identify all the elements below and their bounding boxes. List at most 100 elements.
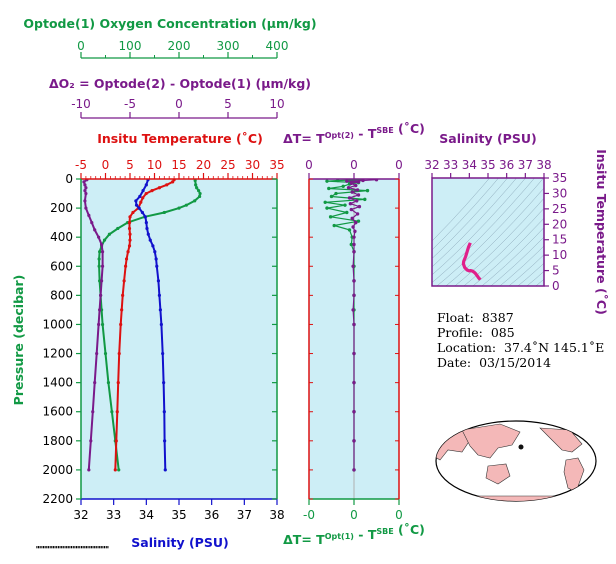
dt-top-tick-label: 0: [395, 158, 403, 172]
oxygen-tick-label: 0: [77, 39, 85, 53]
date-label: Date:: [437, 355, 472, 370]
dt-series-point: [332, 223, 336, 228]
dt-plot-axes: 0 -0 0 0 0 0: [303, 158, 403, 522]
ts-density-contour: [454, 197, 544, 286]
series-point-temperature: [120, 308, 124, 312]
ts-density-contour: [463, 207, 544, 286]
series-point-salinity: [153, 250, 157, 254]
series-point-salinity: [140, 210, 145, 215]
dt-series-point: [348, 202, 353, 206]
series-point-oxygen: [195, 186, 199, 190]
dt-series-point: [352, 293, 356, 298]
salinity-tick-label: 32: [73, 508, 88, 522]
dt-series-point: [325, 179, 329, 183]
ts-density-contour: [517, 262, 544, 286]
dt-series-point: [327, 186, 331, 191]
series-point-delta_o2: [99, 293, 103, 297]
temperature-tick-label: 25: [220, 158, 235, 172]
temperature-axis-title: Insitu Temperature (˚C): [97, 131, 263, 146]
dt-series-point: [351, 225, 355, 229]
dt-series-point: [325, 206, 329, 210]
series-point-delta_o2: [89, 439, 93, 443]
series-point-temperature: [124, 257, 129, 261]
ts-plot-marks: [432, 178, 544, 286]
series-point-oxygen: [193, 179, 197, 183]
series-point-delta_o2: [90, 221, 94, 225]
temperature-tick-label: 20: [196, 158, 211, 172]
main-plot-background: [81, 179, 277, 499]
ts-salinity-tick-label: 37: [518, 158, 533, 172]
ts-temperature-tick-label: 25: [552, 202, 567, 216]
ts-density-contour: [526, 271, 544, 286]
dt-series-point: [355, 199, 359, 203]
dt-series-point: [350, 190, 354, 194]
series-point-temperature: [123, 264, 128, 268]
dt-bottom-tick-label: 0: [350, 508, 358, 522]
series-point-delta_o2: [99, 242, 104, 247]
ts-temperature-tick-label: 35: [552, 171, 567, 185]
series-point-temperature: [128, 232, 132, 236]
float-location-dot: [518, 444, 524, 450]
series-point-temperature: [139, 200, 143, 204]
pressure-tick-label: 1200: [42, 347, 73, 361]
series-point-salinity: [151, 244, 155, 248]
salinity-axis-title: Salinity (PSU): [131, 535, 228, 550]
ts-density-contour: [432, 178, 499, 251]
series-point-delta_o2: [83, 183, 87, 187]
ts-density-contour: [432, 178, 526, 276]
series-point-temperature: [121, 293, 125, 297]
series-point-temperature: [127, 221, 132, 225]
pressure-axis-title: Pressure (decibar): [11, 275, 26, 406]
pressure-tick-label: 1800: [42, 434, 73, 448]
series-point-salinity: [162, 381, 166, 385]
dt-series-point: [352, 410, 356, 414]
dt-series-point: [341, 184, 345, 188]
dt-series-point: [352, 468, 356, 472]
series-point-oxygen: [97, 264, 101, 268]
dt-series-point: [345, 179, 349, 183]
ts-salinity-tick-label: 33: [443, 158, 458, 172]
dt-series-point: [349, 242, 353, 247]
series-point-salinity: [148, 238, 152, 242]
dt-series-point: [336, 179, 340, 183]
delta-o2-tick-label: 0: [175, 97, 183, 111]
dt-series-point: [351, 308, 355, 312]
ts-density-contour: [432, 178, 517, 268]
delta-o2-axis: -10 -5 0 5 10: [71, 97, 285, 119]
series-point-temperature: [126, 250, 130, 254]
ts-density-contour: [508, 254, 544, 286]
series-point-temperature: [165, 183, 169, 187]
temperature-tick-label: 30: [245, 158, 260, 172]
ts-temperature-axis-title: Insitu Temperature (˚C): [594, 149, 609, 315]
dt-series-point: [352, 250, 356, 254]
ts-temperature-tick-label: 10: [552, 248, 567, 262]
dt-series-point: [352, 242, 356, 247]
dt-series-point: [334, 191, 338, 196]
dt-series-point: [352, 279, 356, 283]
dt-series-point: [355, 188, 360, 192]
dt-bottom-tick-label: -0: [303, 508, 315, 522]
series-point-temperature: [116, 381, 120, 385]
ts-curve: [461, 242, 482, 281]
temperature-tick-label: 35: [269, 158, 284, 172]
series-point-salinity: [161, 351, 165, 356]
salinity-tick-label: 37: [237, 508, 252, 522]
dt-series-point: [343, 203, 347, 207]
dt-top-tick-label: 0: [305, 158, 313, 172]
series-point-oxygen: [198, 191, 202, 196]
pressure-tick-label: 1000: [42, 317, 73, 331]
salinity-tick-label: 38: [269, 508, 284, 522]
dt-series-point: [346, 186, 351, 190]
ts-density-contour: [445, 187, 544, 286]
ts-temperature-tick-label: 30: [552, 186, 567, 200]
ts-density-contour: [432, 178, 535, 283]
dt-series-point: [352, 439, 356, 443]
oxygen-tick-label: 200: [168, 39, 191, 53]
series-point-oxygen: [110, 410, 114, 414]
oxygen-axis: 0 100 200 300 400: [77, 39, 288, 59]
date-value: 03/15/2014: [479, 355, 552, 370]
dt-series-point: [352, 351, 356, 356]
series-point-temperature: [144, 191, 148, 196]
